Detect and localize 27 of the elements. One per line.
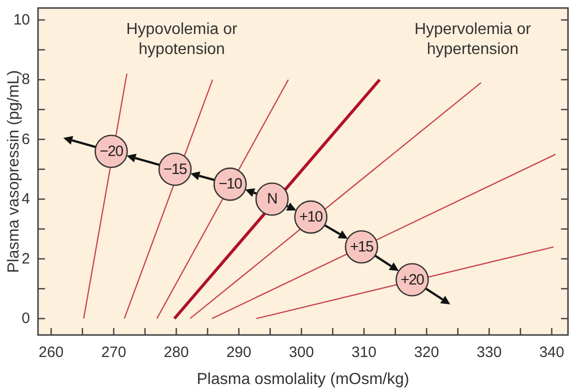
annotation: +20 — [400, 271, 424, 288]
annotation: N — [267, 190, 278, 208]
annotation: −10 — [218, 176, 242, 193]
x-tick-label: 310 — [351, 344, 377, 361]
x-tick-label: 330 — [476, 344, 502, 361]
point — [255, 182, 289, 216]
annotation: −20 — [100, 142, 124, 160]
annotation: Hypovolemia or hypotension — [126, 21, 238, 58]
y-tick-label: 4 — [22, 190, 30, 208]
y-tick-label: 0 — [22, 310, 30, 328]
x-tick-label: 260 — [38, 344, 64, 361]
x-tick-label: 300 — [288, 344, 314, 361]
y-tick-label: 10 — [13, 11, 30, 28]
x-tick-label: 290 — [226, 344, 252, 361]
x-tick-label: 270 — [101, 344, 126, 361]
annotation: Hypervolemia or hypertension — [414, 21, 532, 58]
x-tick-label: 340 — [539, 344, 564, 361]
y-tick-label: 6 — [22, 130, 30, 148]
x-axis-title: Plasma osmolality (mOsm/kg) — [196, 371, 410, 388]
y-tick-label: 2 — [22, 250, 30, 268]
x-tick-label: 320 — [414, 344, 440, 361]
x-tick-label: 280 — [164, 344, 189, 361]
annotation: +10 — [299, 208, 323, 226]
annotation: +15 — [350, 238, 374, 256]
y-axis-title: Plasma vasopressin (pg/mL) — [6, 70, 22, 273]
annotation: −15 — [164, 160, 188, 178]
y-tick-label: 8 — [22, 71, 30, 88]
